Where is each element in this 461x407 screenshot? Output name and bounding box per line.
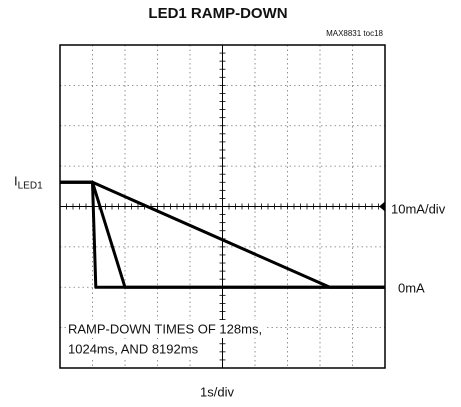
y-label: ILED1 (14, 174, 43, 191)
y-label-main: I (14, 174, 18, 189)
figure-id: MAX8831 toc18 (326, 29, 383, 38)
y-scale-label: 10mA/div (391, 201, 446, 216)
level-marker (379, 201, 385, 212)
trace (60, 180, 385, 289)
annotation: 1024ms, AND 8192ms (68, 341, 199, 356)
annotation-bg (66, 340, 216, 358)
chart-title: LED1 RAMP-DOWN (148, 5, 287, 22)
zero-label: 0mA (398, 281, 425, 296)
x-scale-label: 1s/div (200, 384, 234, 399)
y-label-sub: LED1 (18, 180, 43, 191)
annotation-bg (66, 320, 266, 338)
annotation: RAMP-DOWN TIMES OF 128ms, (68, 321, 262, 336)
